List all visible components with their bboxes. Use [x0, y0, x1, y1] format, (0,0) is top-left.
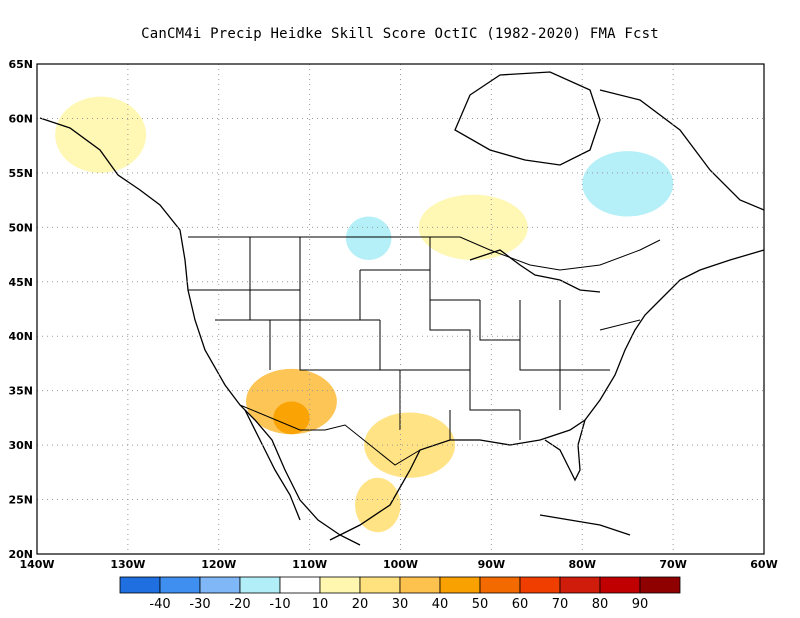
region-hudson-blue: [582, 151, 674, 217]
west-coastline: [39, 117, 361, 546]
colorbar-label: -40: [149, 597, 170, 612]
region-great-plains-blue: [345, 216, 392, 260]
lon-tick-label: 130W: [110, 558, 145, 571]
colorbar-label: 80: [592, 597, 609, 612]
lat-tick-label: 50N: [8, 221, 33, 234]
lon-tick-label: 70W: [659, 558, 686, 571]
colorbar: -40 -30 -20 -10 10 20 30 40 50 60 70 80 90: [119, 576, 681, 612]
coastline-layer: [39, 71, 764, 546]
colorbar-swatch: [159, 576, 201, 594]
labrador-coast: [599, 89, 764, 211]
lon-tick-label: 90W: [478, 558, 505, 571]
colorbar-swatch: [119, 576, 161, 594]
colorbar-label: 90: [632, 597, 649, 612]
region-arizona-deep: [273, 401, 310, 435]
us-mexico-border: [239, 404, 421, 466]
region-texas-yellow: [364, 412, 456, 478]
lon-tick-label: 110W: [292, 558, 327, 571]
colorbar-swatch: [639, 576, 681, 594]
colorbar-label: 60: [512, 597, 529, 612]
colorbar-swatch: [319, 576, 361, 594]
colorbar-swatch: [279, 576, 321, 594]
colorbar-swatch: [239, 576, 281, 594]
colorbar-label: 70: [552, 597, 569, 612]
lat-tick-label: 20N: [8, 548, 33, 561]
colorbar-label: -20: [229, 597, 250, 612]
lat-tick-label: 25N: [8, 494, 33, 507]
plot-frame: [36, 63, 765, 555]
florida-coastline: [544, 419, 586, 482]
cuba-coast: [539, 514, 631, 536]
colorbar-label: -10: [269, 597, 290, 612]
map-title: CanCM4i Precip Heidke Skill Score OctIC …: [141, 26, 659, 42]
lon-tick-label: 100W: [383, 558, 418, 571]
colorbar-swatch: [599, 576, 641, 594]
longitude-tick-labels: 140W 130W 120W 110W 100W 90W 80W 70W 60W: [19, 558, 777, 571]
colorbar-label: -30: [189, 597, 210, 612]
us-canada-border: [188, 236, 661, 271]
lat-tick-label: 40N: [8, 330, 33, 343]
skill-field-layer: [55, 96, 674, 533]
colorbar-label: 50: [472, 597, 489, 612]
colorbar-swatch: [359, 576, 401, 594]
colorbar-swatch: [519, 576, 561, 594]
political-borders-layer: [188, 236, 661, 466]
lat-tick-label: 30N: [8, 439, 33, 452]
region-alaska-yellow: [55, 96, 147, 173]
lat-tick-label: 45N: [8, 276, 33, 289]
region-mexico-yellow: [355, 477, 401, 533]
region-southwest-orange: [246, 368, 337, 435]
lon-tick-label: 60W: [750, 558, 777, 571]
colorbar-swatch: [199, 576, 241, 594]
region-canada-yellow: [418, 194, 528, 260]
colorbar-swatch: [399, 576, 441, 594]
lat-tick-label: 60N: [8, 112, 33, 125]
baja-coastline: [244, 409, 301, 521]
colorbar-label: 20: [352, 597, 369, 612]
lat-tick-label: 65N: [8, 58, 33, 71]
colorbar-swatch: [439, 576, 481, 594]
colorbar-swatch: [479, 576, 521, 594]
gulf-coastline: [329, 249, 764, 541]
lat-tick-label: 55N: [8, 167, 33, 180]
colorbar-label: 30: [392, 597, 409, 612]
hudson-bay: [454, 71, 601, 166]
lon-tick-label: 140W: [19, 558, 54, 571]
great-lakes: [469, 249, 601, 293]
colorbar-label: 40: [432, 597, 449, 612]
lon-tick-label: 120W: [201, 558, 236, 571]
lat-lon-grid: [37, 64, 764, 554]
lat-tick-label: 35N: [8, 385, 33, 398]
state-lines: [188, 237, 641, 440]
colorbar-label: 10: [312, 597, 329, 612]
colorbar-swatch: [559, 576, 601, 594]
latitude-tick-labels: 65N 60N 55N 50N 45N 40N 35N 30N 25N 20N: [8, 58, 33, 561]
lon-tick-label: 80W: [569, 558, 596, 571]
